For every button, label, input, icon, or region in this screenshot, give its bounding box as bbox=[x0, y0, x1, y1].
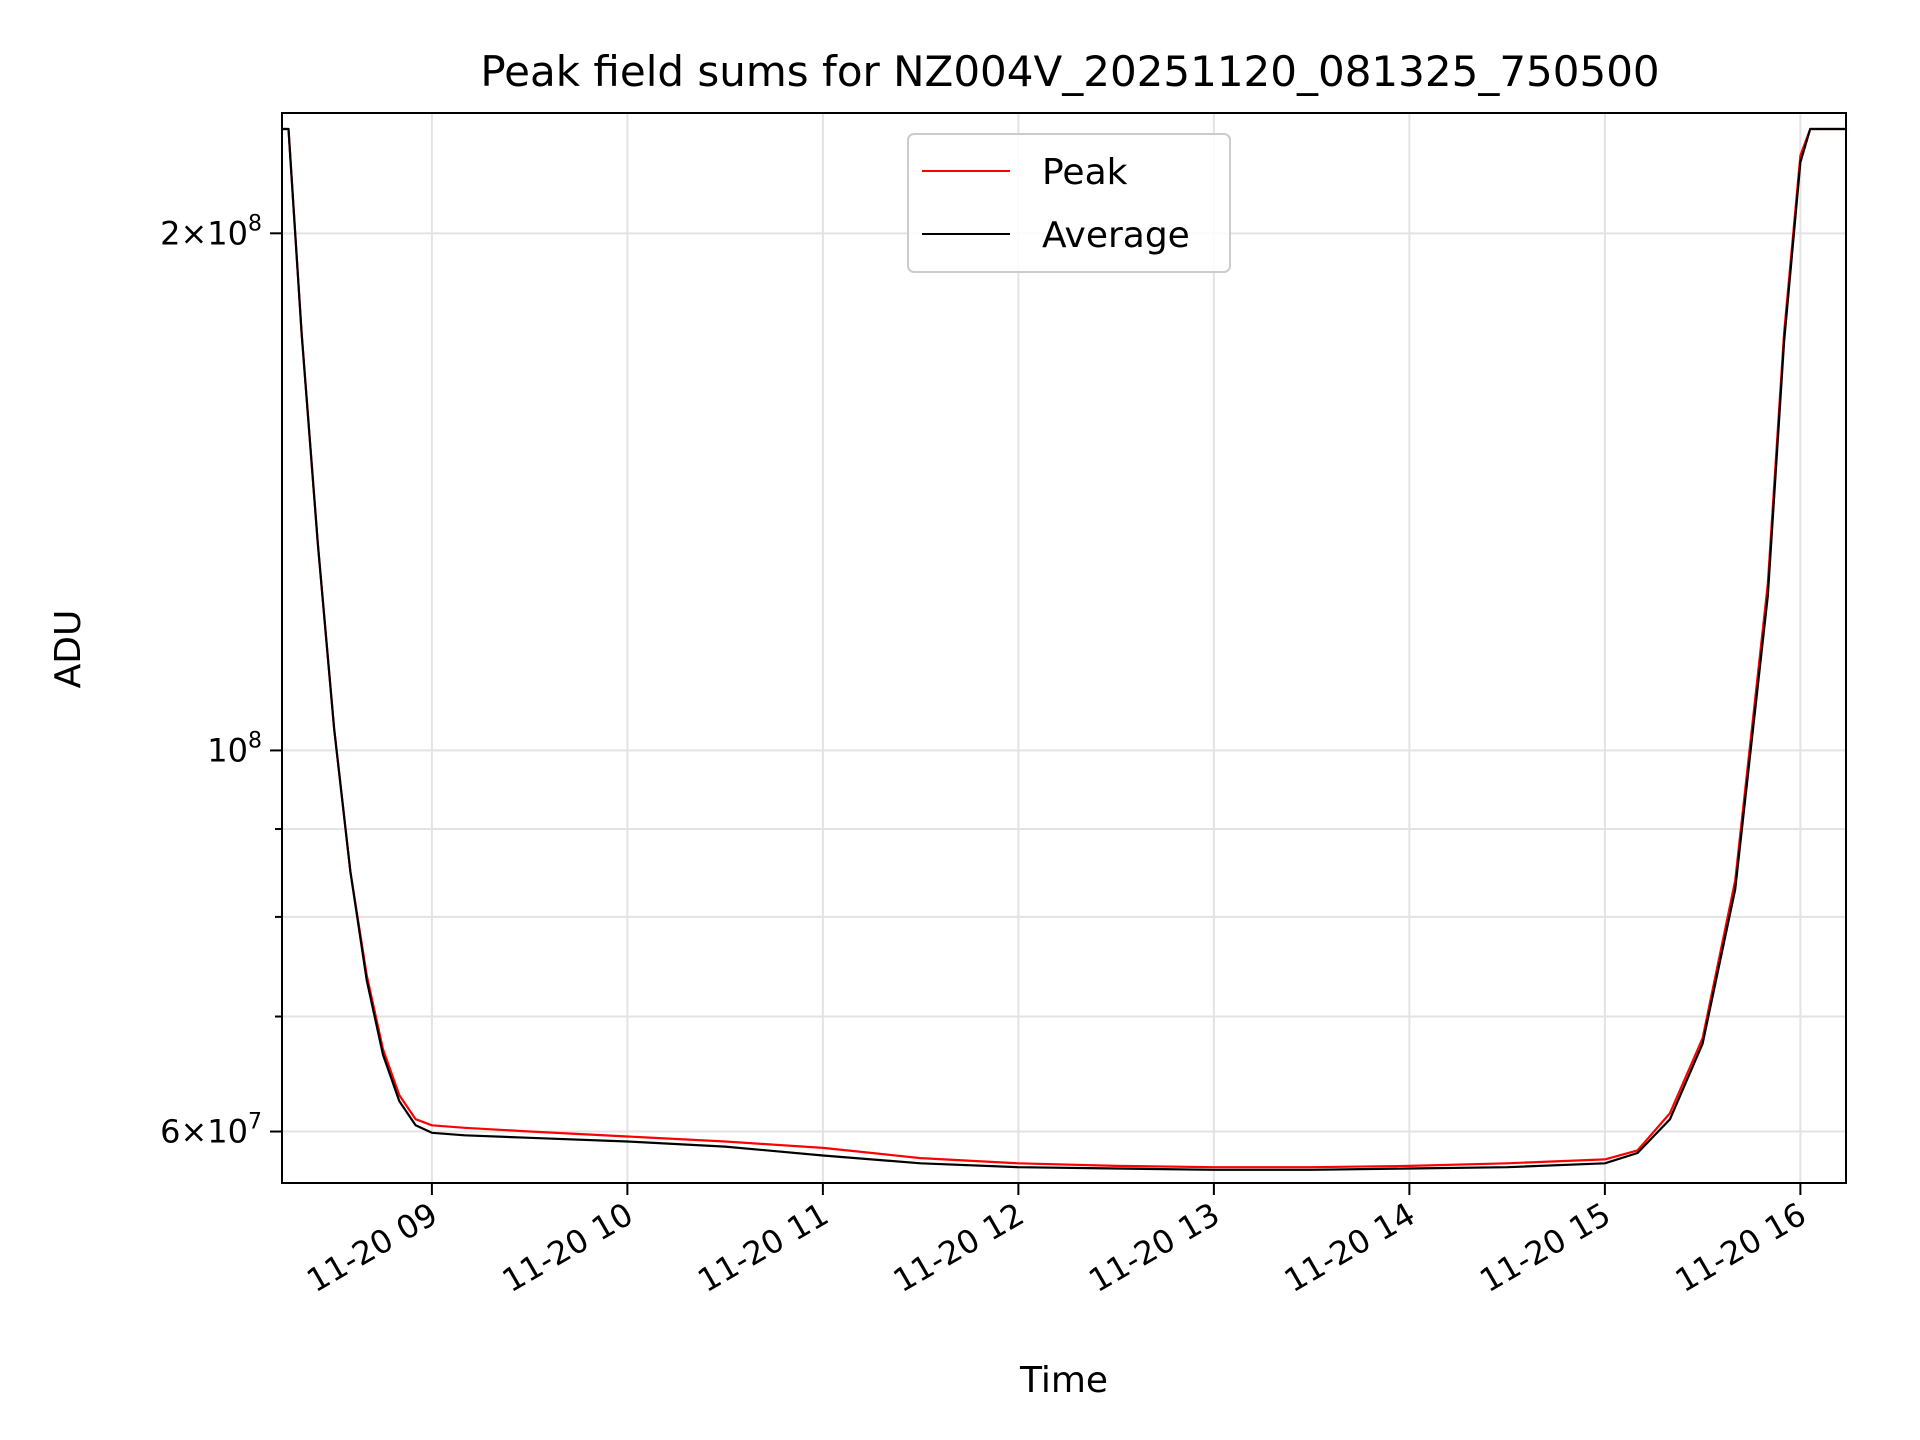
legend-label: Average bbox=[1042, 215, 1190, 256]
legend: Peak Average bbox=[907, 133, 1231, 273]
y-tick-label: 2×108 bbox=[160, 211, 262, 252]
y-axis-label: ADU bbox=[48, 610, 89, 689]
y-axis: 6×107 108 2×108 bbox=[160, 211, 282, 1151]
y-tick-label: 108 bbox=[207, 728, 262, 769]
plot-frame bbox=[281, 112, 1847, 1184]
y-tick-label: 6×107 bbox=[160, 1110, 262, 1151]
series-average-line bbox=[282, 127, 1846, 1171]
legend-label: Peak bbox=[1042, 152, 1128, 193]
chart-title: Peak field sums for NZ004V_20251120_0813… bbox=[480, 47, 1659, 96]
x-axis-label: Time bbox=[1019, 1360, 1108, 1401]
plot-series bbox=[282, 127, 1846, 1171]
legend-box bbox=[907, 133, 1231, 273]
